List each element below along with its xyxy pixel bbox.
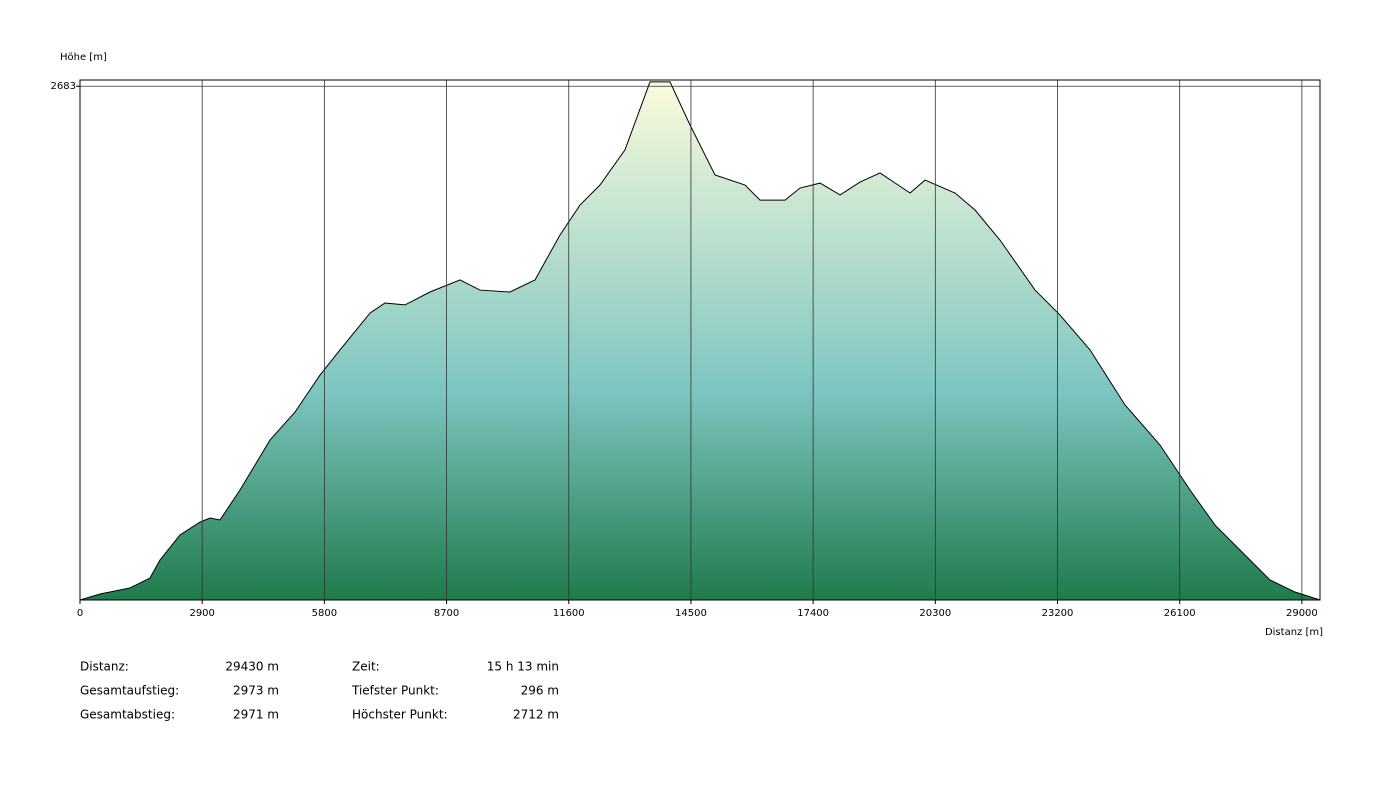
stat-value: 29430 m <box>225 660 279 674</box>
elevation-area <box>80 81 1320 601</box>
x-tick-label: 11600 <box>553 608 585 619</box>
elevation-line <box>79 81 1321 601</box>
x-tick-label: 29000 <box>1286 608 1318 619</box>
stat-label: Distanz: <box>80 660 129 674</box>
x-tick-label: 2900 <box>189 608 214 619</box>
x-tick-label: 0 <box>77 608 83 619</box>
x-axis-label: Distanz [m] <box>1265 627 1323 638</box>
y-tick-label: 2683 <box>51 81 76 92</box>
plot-frame <box>79 79 1321 601</box>
x-tick-label: 20300 <box>919 608 951 619</box>
stat-label: Tiefster Punkt: <box>351 684 439 698</box>
x-tick-label: 14500 <box>675 608 707 619</box>
x-tick-label: 26100 <box>1164 608 1196 619</box>
x-tick-label: 5800 <box>312 608 337 619</box>
stat-label: Gesamtaufstieg: <box>80 684 179 698</box>
stat-value: 2712 m <box>513 708 559 722</box>
stat-label: Höchster Punkt: <box>352 708 448 722</box>
x-tick-label: 8700 <box>434 608 459 619</box>
x-tick-label: 23200 <box>1042 608 1074 619</box>
stat-value: 296 m <box>521 684 559 698</box>
stat-value: 15 h 13 min <box>487 660 559 674</box>
x-tick-label: 17400 <box>797 608 829 619</box>
stat-label: Zeit: <box>352 660 380 674</box>
y-axis-label: Höhe [m] <box>60 52 107 63</box>
stat-label: Gesamtabstieg: <box>80 708 175 722</box>
stat-value: 2973 m <box>233 684 279 698</box>
stat-value: 2971 m <box>233 708 279 722</box>
